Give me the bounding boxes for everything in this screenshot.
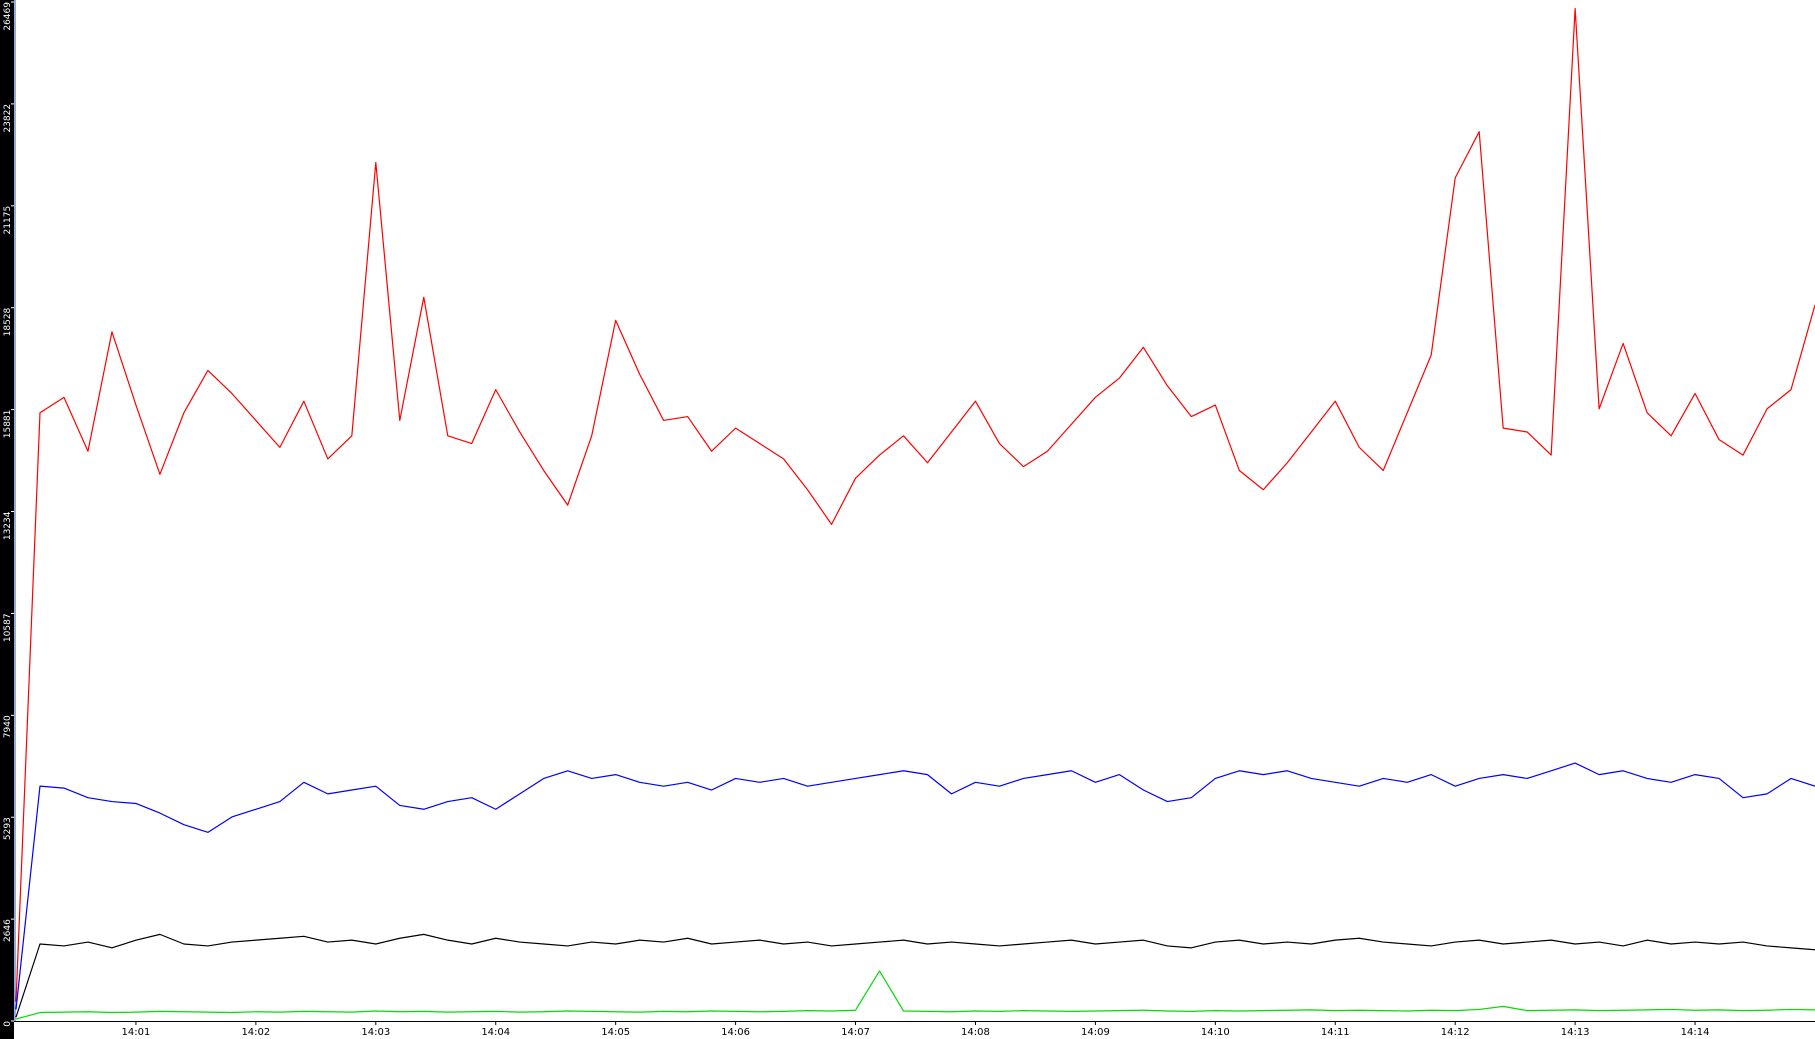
- x-tick-label: 14:14: [1681, 1027, 1710, 1038]
- y-tick-label: 2646: [3, 919, 13, 942]
- y-tick-label: 21175: [3, 206, 13, 235]
- y-axis-strip: [0, 0, 14, 1039]
- y-tick-label: 10587: [3, 613, 13, 642]
- y-tick-label: 7940: [3, 715, 13, 738]
- x-tick-label: 14:10: [1201, 1027, 1230, 1038]
- series-line: [15, 933, 1815, 1018]
- y-tick-label: 13234: [3, 511, 13, 540]
- y-tick-label: 26469: [3, 2, 13, 31]
- x-tick-label: 14:06: [721, 1027, 750, 1038]
- y-tick-label: 5293: [3, 817, 13, 840]
- x-tick-label: 14:05: [601, 1027, 630, 1038]
- x-tick-label: 14:02: [241, 1027, 270, 1038]
- y-tick-label: 18528: [3, 307, 13, 336]
- series-line: [15, 7, 1815, 1002]
- y-tick-label: 0: [3, 1021, 13, 1027]
- x-tick-label: 14:07: [841, 1027, 870, 1038]
- x-tick-label: 14:08: [961, 1027, 990, 1038]
- x-tick-label: 14:01: [122, 1027, 151, 1038]
- x-tick-label: 14:03: [361, 1027, 390, 1038]
- x-tick-label: 14:12: [1441, 1027, 1470, 1038]
- x-tick-label: 14:13: [1561, 1027, 1590, 1038]
- x-tick-label: 14:04: [481, 1027, 510, 1038]
- series-line: [15, 970, 1815, 1020]
- y-tick-label: 15881: [3, 410, 13, 439]
- x-tick-label: 14:11: [1321, 1027, 1350, 1038]
- x-tick-label: 14:09: [1081, 1027, 1110, 1038]
- series-line: [15, 762, 1815, 1010]
- y-tick-label: 23822: [3, 104, 13, 133]
